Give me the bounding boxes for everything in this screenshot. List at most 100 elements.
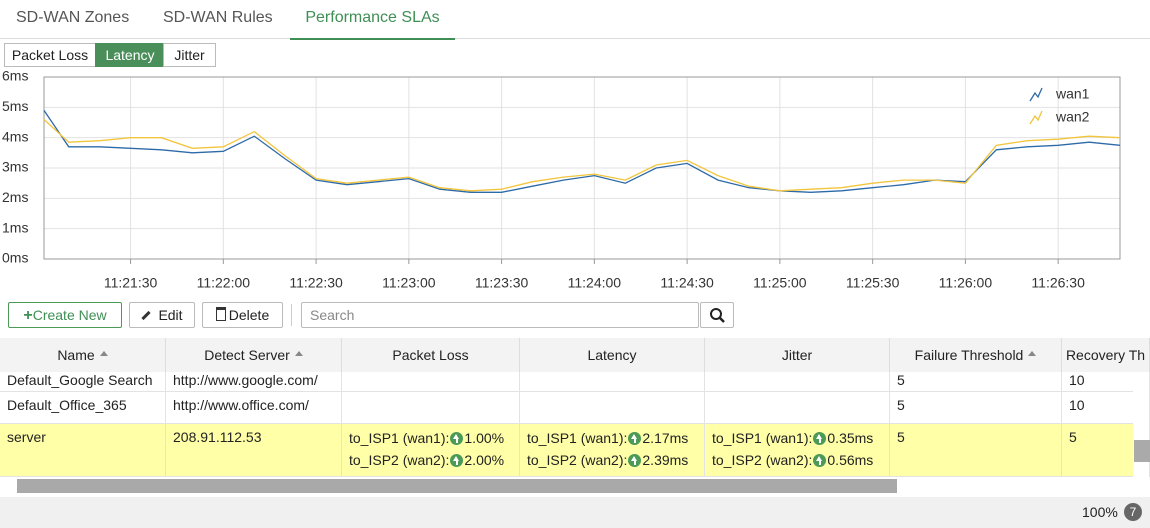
status-up-icon [813,432,827,445]
metric-link: to_ISP2 (wan2): [349,452,450,468]
table-cell: to_ISP1 (wan1): 0.35ms to_ISP2 (wan2): 0.56… [705,424,890,477]
separator [291,304,292,326]
header-label: Detect Server [204,347,290,363]
search-input[interactable]: Search [301,302,699,328]
metric-link: to_ISP2 (wan2): [712,452,813,468]
header-label: Recovery Th [1065,347,1146,363]
column-header: Failure Threshold [890,338,1062,372]
x-tick-label: 11:22:00 [197,275,251,291]
cell-text: 10 [1069,372,1085,388]
create-button[interactable]: +Create New [8,302,122,328]
x-tick-label: 11:26:30 [1031,275,1085,291]
row-border [0,391,1133,392]
tab-active[interactable]: Performance SLAs [290,0,455,40]
column-header: Name [0,338,166,372]
metric-value: 1.00% [464,430,505,446]
metric-entry: to_ISP1 (wan1): 2.17ms [527,427,697,449]
table-cell [520,392,705,424]
metric-entry: to_ISP1 (wan1): 1.00% [349,427,512,449]
table-cell [342,372,520,392]
cell-text: 10 [1069,397,1085,413]
header-label: Failure Threshold [914,347,1024,363]
table-cell [342,392,520,424]
metric-entry: to_ISP1 (wan1): 0.35ms [712,427,882,449]
tab[interactable]: SD-WAN Rules [163,9,273,26]
subtab[interactable]: Jitter [163,43,216,67]
column-header: Latency [520,338,705,372]
metric-link: to_ISP1 (wan1): [712,430,813,446]
header-label: Packet Loss [392,347,469,363]
tab[interactable]: SD-WAN Zones [16,9,130,26]
sort-icon [294,351,303,356]
y-tick-label: 4ms [2,128,28,144]
x-tick-label: 11:21:30 [104,275,158,291]
cell-text: 5 [1069,429,1077,445]
metric-entry: to_ISP2 (wan2): 2.39ms [527,449,697,471]
y-tick-label: 3ms [2,159,28,175]
table-cell [520,372,705,392]
table-cell: 10 [1062,392,1150,424]
legend-icon [1029,87,1043,102]
y-tick-label: 5ms [2,98,28,114]
legend-label: wan1 [1055,86,1090,102]
cell-text: 5 [897,397,905,413]
x-tick-label: 11:22:30 [289,275,343,291]
status-up-icon [628,454,642,467]
x-tick-label: 11:23:30 [475,275,529,291]
status-up-icon [628,432,642,445]
column-header: Jitter [705,338,890,372]
row-border [0,423,1133,424]
status-up-icon [450,454,464,467]
y-tick-label: 2ms [2,189,28,205]
edit-button[interactable]: Edit [129,302,195,328]
tab-bar [0,0,1150,39]
x-tick-label: 11:25:00 [753,275,807,291]
cell-text: http://www.office.com/ [173,397,309,413]
legend-label: wan2 [1055,109,1090,125]
table-cell: http://www.google.com/ [166,372,342,392]
metric-value: 2.00% [464,452,505,468]
metric-link: to_ISP1 (wan1): [349,430,450,446]
table-cell [705,392,890,424]
cell-text: 5 [897,372,905,388]
line-wan2 [43,119,1121,192]
search-button[interactable] [700,302,734,328]
metric-value: 2.17ms [642,430,689,446]
table-cell: http://www.office.com/ [166,392,342,424]
button-label: Delete [228,307,270,323]
table-cell [705,372,890,392]
metric-value: 0.35ms [827,430,874,446]
y-tick-label: 1ms [2,219,28,235]
horizontal-scroll[interactable] [17,479,897,493]
footer [0,497,1150,528]
table-cell: server [0,424,166,477]
metric-entry: to_ISP2 (wan2): 0.56ms [712,449,882,471]
table-cell: 5 [890,392,1062,424]
column-header: Packet Loss [342,338,520,372]
table-cell: 10 [1062,372,1150,392]
chart: 0ms 1ms 2ms 3ms 4ms 5ms 6ms 11:21:30 11:22:00 11:… [2,68,1121,291]
cell-text: 208.91.112.53 [173,429,262,445]
button-label: Edit [158,307,183,323]
column-header: Detect Server [166,338,342,372]
badge: 7 [1124,503,1142,521]
row-border [0,476,1133,477]
status-up-icon [813,454,827,467]
delete-button[interactable]: Delete [202,302,283,328]
y-tick-label: 6ms [2,68,28,84]
cell-text: server [7,429,46,445]
header-label: Name [57,347,95,363]
x-tick-label: 11:24:30 [660,275,714,291]
sort-icon [99,351,108,356]
table-cell: 5 [890,372,1062,392]
x-tick-label: 11:25:30 [846,275,900,291]
x-tick-label: 11:23:00 [382,275,436,291]
subtab[interactable]: Packet Loss [4,43,96,67]
table-cell: to_ISP1 (wan1): 2.17ms to_ISP2 (wan2): 2.39… [520,424,705,477]
vertical-scroll[interactable] [1134,440,1150,462]
zoom-level: 100% [1082,504,1118,520]
metric-value: 2.39ms [642,452,689,468]
table-cell: Default_Office_365 [0,392,166,424]
subtab-active[interactable]: Latency [95,43,165,67]
y-tick-label: 0ms [2,250,28,266]
